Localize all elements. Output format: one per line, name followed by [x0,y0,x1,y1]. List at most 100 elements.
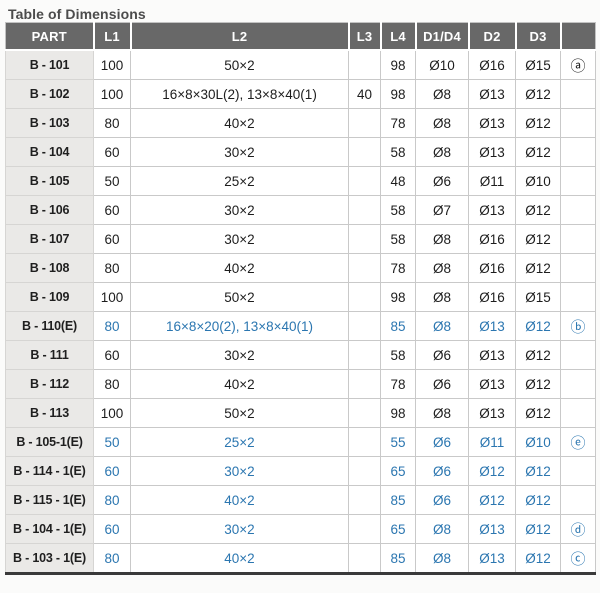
d1d4-cell: Ø6 [415,340,469,370]
part-cell: B - 102 [5,79,94,109]
l2-cell: 25×2 [130,166,349,196]
d2-cell: Ø13 [468,79,516,109]
note-cell [560,456,596,486]
d1d4-cell: Ø8 [415,398,469,428]
l2-cell: 25×2 [130,427,349,457]
table-body: B - 101 100 50×2 98 Ø10 Ø16 Ø15 ⓐ B - 102 100 16×8… [5,49,596,574]
column-header-l4: L4 [379,22,416,51]
d2-cell: Ø13 [468,195,516,225]
l4-cell: 48 [380,166,416,196]
l4-cell: 85 [380,543,416,574]
d1d4-cell: Ø6 [415,369,469,399]
d2-cell: Ø13 [468,311,516,341]
d2-cell: Ø13 [468,340,516,370]
l2-cell: 30×2 [130,224,349,254]
l2-cell: 40×2 [130,253,349,283]
l4-cell: 98 [380,282,416,312]
column-header-l2: L2 [129,22,349,51]
note-cell: ⓑ [560,311,596,341]
note-cell [560,398,596,428]
d2-cell: Ø13 [468,398,516,428]
d2-cell: Ø12 [468,485,516,515]
note-cell [560,224,596,254]
d1d4-cell: Ø8 [415,253,469,283]
l1-cell: 100 [93,282,131,312]
note-cell [560,137,596,167]
d3-cell: Ø12 [515,369,561,399]
table-row: B - 113 100 50×2 98 Ø8 Ø13 Ø12 [5,398,596,428]
l2-cell: 40×2 [130,369,349,399]
table-row: B - 104 - 1(E) 60 30×2 65 Ø8 Ø13 Ø12 ⓓ [5,514,596,544]
l4-cell: 78 [380,108,416,138]
d3-cell: Ø12 [515,195,561,225]
l2-cell: 50×2 [130,282,349,312]
part-cell: B - 104 - 1(E) [5,514,94,544]
d3-cell: Ø15 [515,282,561,312]
part-cell: B - 114 - 1(E) [5,456,94,486]
d3-cell: Ø12 [515,340,561,370]
note-cell [560,166,596,196]
l4-cell: 58 [380,195,416,225]
l3-cell [348,195,381,225]
table-row: B - 110(E) 80 16×8×20(2), 13×8×40(1) 85 Ø8 Ø1… [5,311,596,341]
l4-cell: 98 [380,49,416,80]
note-cell: ⓐ [560,49,596,80]
l3-cell [348,427,381,457]
l3-cell [348,456,381,486]
column-header-l3: L3 [347,22,381,51]
d2-cell: Ø13 [468,137,516,167]
d1d4-cell: Ø8 [415,224,469,254]
d3-cell: Ø12 [515,543,561,574]
part-cell: B - 106 [5,195,94,225]
l1-cell: 80 [93,108,131,138]
part-cell: B - 103 [5,108,94,138]
l1-cell: 80 [93,253,131,283]
l3-cell [348,311,381,341]
l2-cell: 16×8×30L(2), 13×8×40(1) [130,79,349,109]
d3-cell: Ø12 [515,79,561,109]
l2-cell: 40×2 [130,485,349,515]
table-row: B - 108 80 40×2 78 Ø8 Ø16 Ø12 [5,253,596,283]
note-cell: ⓒ [560,543,596,574]
part-cell: B - 105-1(E) [5,427,94,457]
note-cell [560,108,596,138]
table-row: B - 109 100 50×2 98 Ø8 Ø16 Ø15 [5,282,596,312]
l2-cell: 40×2 [130,543,349,574]
l4-cell: 58 [380,224,416,254]
d3-cell: Ø12 [515,514,561,544]
part-cell: B - 113 [5,398,94,428]
l1-cell: 50 [93,166,131,196]
d1d4-cell: Ø8 [415,282,469,312]
d1d4-cell: Ø6 [415,427,469,457]
l4-cell: 98 [380,79,416,109]
d3-cell: Ø12 [515,137,561,167]
l4-cell: 58 [380,340,416,370]
d1d4-cell: Ø6 [415,166,469,196]
l2-cell: 30×2 [130,514,349,544]
part-cell: B - 103 - 1(E) [5,543,94,574]
l1-cell: 100 [93,49,131,80]
l1-cell: 100 [93,398,131,428]
d1d4-cell: Ø8 [415,543,469,574]
d3-cell: Ø12 [515,108,561,138]
part-cell: B - 107 [5,224,94,254]
d3-cell: Ø15 [515,49,561,80]
d3-cell: Ø12 [515,398,561,428]
d3-cell: Ø12 [515,456,561,486]
d2-cell: Ø16 [468,282,516,312]
l2-cell: 50×2 [130,49,349,80]
note-cell [560,340,596,370]
l4-cell: 65 [380,514,416,544]
l4-cell: 78 [380,253,416,283]
note-cell [560,195,596,225]
table-row: B - 106 60 30×2 58 Ø7 Ø13 Ø12 [5,195,596,225]
note-cell [560,369,596,399]
d1d4-cell: Ø7 [415,195,469,225]
table-row: B - 105 50 25×2 48 Ø6 Ø11 Ø10 [5,166,596,196]
dimensions-table: PART L1 L2 L3 L4 D1/D4 D2 D3 B - 101 100 50×2 98 Ø1… [5,22,596,575]
l4-cell: 85 [380,311,416,341]
l2-cell: 16×8×20(2), 13×8×40(1) [130,311,349,341]
part-cell: B - 108 [5,253,94,283]
note-cell: ⓓ [560,514,596,544]
